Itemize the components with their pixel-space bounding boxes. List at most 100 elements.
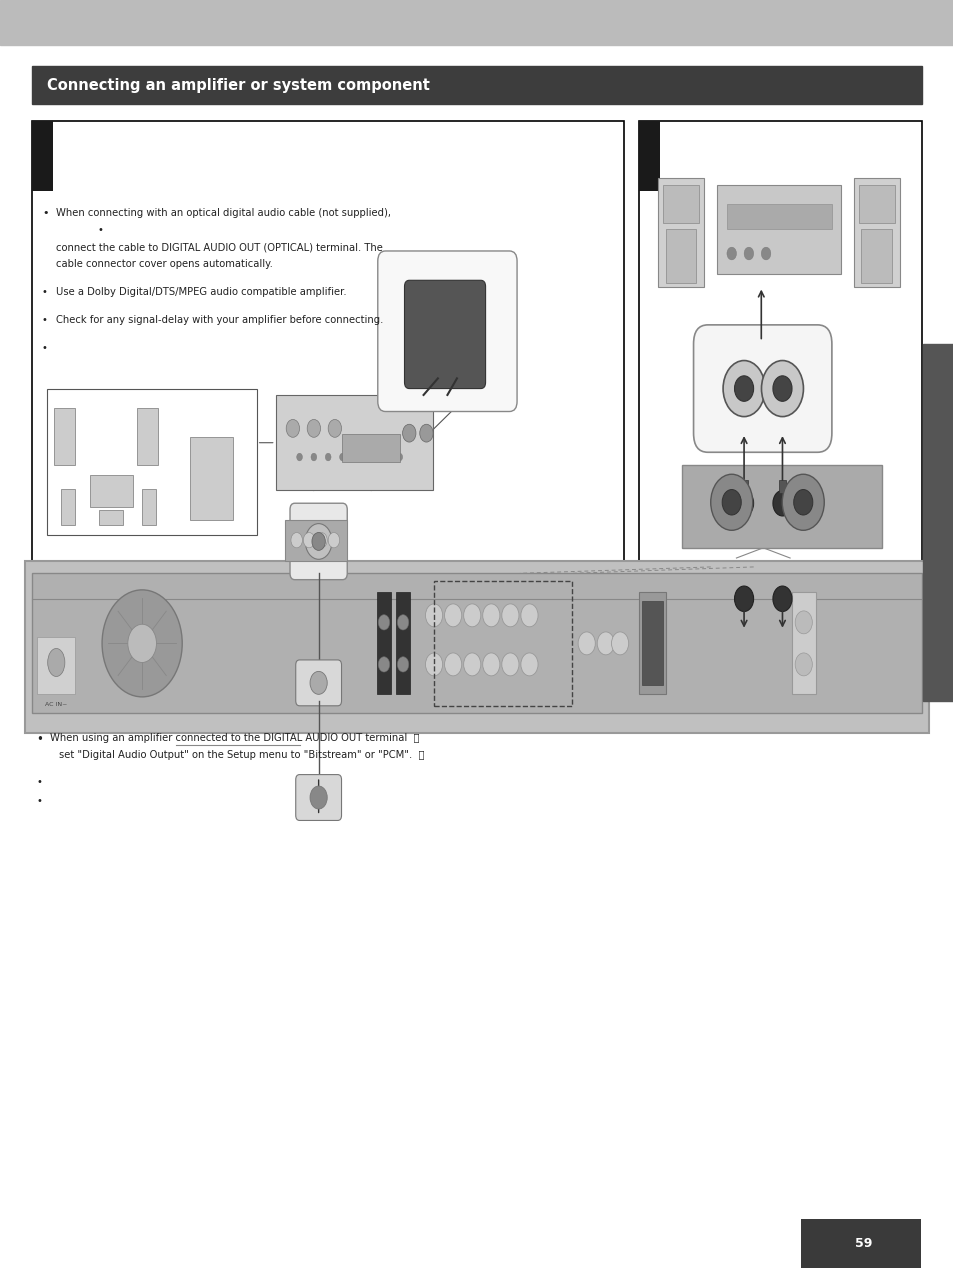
- Text: Check for any signal-delay with your amplifier before connecting.: Check for any signal-delay with your amp…: [56, 315, 383, 325]
- Bar: [434, 581, 572, 706]
- Bar: [90, 475, 132, 507]
- FancyBboxPatch shape: [404, 280, 485, 389]
- FancyBboxPatch shape: [295, 775, 341, 820]
- Circle shape: [339, 454, 345, 461]
- Text: •: •: [36, 733, 43, 745]
- Circle shape: [743, 247, 753, 260]
- Circle shape: [772, 586, 791, 612]
- Circle shape: [328, 533, 339, 548]
- Bar: [32, 66, 921, 104]
- Bar: [923, 344, 953, 701]
- Text: connect the cable to DIGITAL AUDIO OUT (OPTICAL) terminal. The: connect the cable to DIGITAL AUDIO OUT (…: [56, 242, 383, 252]
- Text: •: •: [42, 287, 48, 297]
- Circle shape: [312, 533, 325, 550]
- Bar: [681, 465, 882, 548]
- Bar: [662, 185, 699, 223]
- Bar: [47, 389, 256, 535]
- Circle shape: [307, 419, 320, 437]
- Circle shape: [377, 657, 389, 673]
- Text: •: •: [42, 208, 49, 218]
- Circle shape: [377, 615, 389, 631]
- Circle shape: [128, 624, 156, 662]
- Bar: [137, 408, 158, 465]
- Bar: [726, 204, 831, 229]
- Circle shape: [463, 604, 480, 627]
- Ellipse shape: [48, 648, 65, 676]
- Bar: [285, 520, 347, 561]
- Bar: [61, 489, 75, 525]
- Circle shape: [482, 652, 499, 675]
- Bar: [639, 121, 659, 191]
- Text: cable connector cover opens automatically.: cable connector cover opens automaticall…: [56, 259, 273, 269]
- Circle shape: [772, 376, 791, 401]
- Circle shape: [597, 632, 614, 655]
- Bar: [275, 395, 433, 490]
- Circle shape: [760, 361, 802, 417]
- Circle shape: [296, 454, 302, 461]
- Circle shape: [354, 454, 359, 461]
- FancyBboxPatch shape: [693, 325, 831, 452]
- Bar: [740, 480, 747, 493]
- Circle shape: [772, 490, 791, 516]
- Circle shape: [463, 652, 480, 675]
- Text: •: •: [42, 315, 48, 325]
- Circle shape: [482, 604, 499, 627]
- Bar: [639, 121, 921, 567]
- Bar: [99, 510, 123, 525]
- Circle shape: [578, 632, 595, 655]
- Bar: [0, 0, 953, 45]
- Circle shape: [520, 652, 537, 675]
- Circle shape: [328, 419, 341, 437]
- Bar: [54, 408, 75, 465]
- Text: When connecting with an optical digital audio cable (not supplied),: When connecting with an optical digital …: [56, 208, 391, 218]
- Circle shape: [794, 612, 812, 634]
- Circle shape: [611, 632, 628, 655]
- Text: Use a Dolby Digital/DTS/MPEG audio compatible amplifier.: Use a Dolby Digital/DTS/MPEG audio compa…: [56, 287, 347, 297]
- Text: •: •: [36, 777, 42, 787]
- Text: •: •: [36, 796, 42, 806]
- Circle shape: [734, 586, 753, 612]
- Circle shape: [793, 489, 812, 515]
- Bar: [395, 592, 410, 694]
- Circle shape: [710, 474, 752, 530]
- Circle shape: [425, 652, 442, 675]
- Circle shape: [368, 454, 374, 461]
- Text: 59: 59: [854, 1237, 871, 1250]
- Bar: [791, 592, 815, 694]
- Circle shape: [311, 454, 316, 461]
- Bar: [641, 601, 662, 685]
- Bar: [778, 480, 785, 493]
- Circle shape: [305, 524, 332, 559]
- Bar: [858, 185, 894, 223]
- Text: •: •: [97, 225, 103, 236]
- Circle shape: [315, 533, 327, 548]
- Bar: [342, 434, 399, 462]
- Bar: [32, 121, 53, 191]
- Bar: [37, 637, 75, 694]
- Circle shape: [444, 652, 461, 675]
- Bar: [25, 561, 928, 733]
- Text: •: •: [42, 343, 48, 353]
- Text: When using an amplifier connected to the DIGITAL AUDIO OUT terminal  ⓐ: When using an amplifier connected to the…: [50, 733, 418, 743]
- Circle shape: [396, 615, 408, 631]
- Bar: [658, 178, 703, 287]
- Circle shape: [760, 247, 770, 260]
- Circle shape: [303, 533, 314, 548]
- Bar: [639, 592, 665, 694]
- Circle shape: [425, 604, 442, 627]
- Circle shape: [501, 604, 518, 627]
- Text: set "Digital Audio Output" on the Setup menu to "Bitstream" or "PCM".  ⓑ: set "Digital Audio Output" on the Setup …: [59, 750, 424, 761]
- Text: Connecting an amplifier or system component: Connecting an amplifier or system compon…: [47, 78, 429, 93]
- Circle shape: [325, 454, 331, 461]
- Circle shape: [721, 489, 740, 515]
- Bar: [853, 178, 899, 287]
- Circle shape: [396, 454, 402, 461]
- FancyBboxPatch shape: [290, 503, 347, 580]
- Circle shape: [501, 652, 518, 675]
- Bar: [801, 1219, 920, 1268]
- FancyBboxPatch shape: [295, 660, 341, 706]
- Circle shape: [402, 424, 416, 442]
- Bar: [376, 592, 391, 694]
- Circle shape: [396, 657, 408, 673]
- Circle shape: [734, 490, 753, 516]
